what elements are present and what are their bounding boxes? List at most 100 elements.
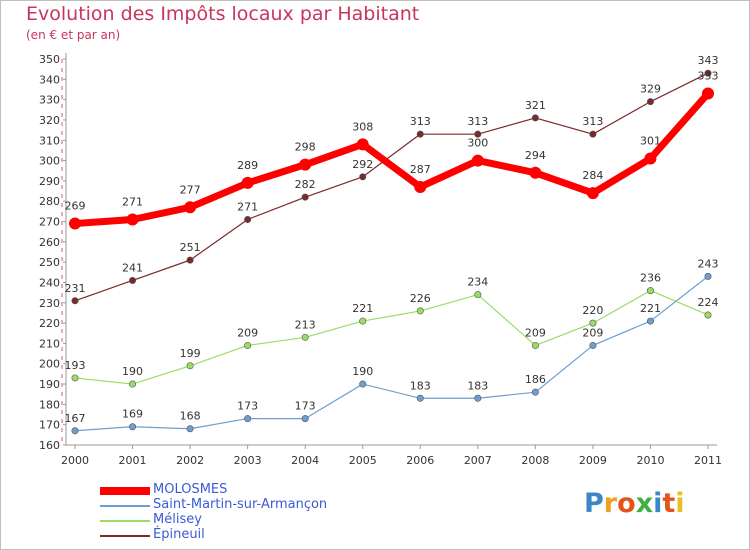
series-point-2: [416, 307, 424, 315]
series-point-2: [71, 374, 79, 382]
legend-swatch-epineuil: [100, 535, 150, 537]
x-tick-label: 2003: [234, 454, 262, 467]
y-tick-label: 200: [39, 358, 60, 371]
series-point-3: [71, 297, 79, 305]
series-point-2: [244, 341, 252, 349]
series-point-1: [301, 415, 309, 423]
legend-swatch-saint-martin: [100, 505, 150, 507]
y-tick-label: 320: [39, 114, 60, 127]
x-tick-label: 2000: [61, 454, 89, 467]
y-tick-label: 220: [39, 317, 60, 330]
data-label: 169: [122, 408, 143, 421]
data-label: 186: [525, 373, 546, 386]
y-tick-label: 160: [39, 439, 60, 452]
legend-swatch-melisey: [100, 520, 150, 522]
chart-data-labels: 269 271 277 289 298 308 287 300 294 284 301 333 167 1…: [65, 54, 719, 425]
series-point-3: [359, 173, 367, 181]
x-tick-label: 2004: [291, 454, 319, 467]
data-label: 221: [640, 302, 661, 315]
data-label: 251: [180, 241, 201, 254]
y-tick-label: 210: [39, 337, 60, 350]
legend-label-melisey: Mélisey: [153, 512, 202, 527]
series-point-0: [299, 158, 312, 171]
series-line-2: [74, 290, 709, 385]
series-point-0: [702, 87, 714, 100]
y-tick-label: 340: [39, 73, 60, 86]
legend-label-epineuil: Épineuil: [153, 527, 205, 542]
data-label: 284: [582, 169, 603, 182]
series-line-1: [74, 275, 709, 432]
legend-label-saint-martin: Saint-Martin-sur-Armançon: [153, 497, 328, 512]
data-label: 224: [698, 296, 719, 309]
data-label: 173: [295, 400, 316, 413]
data-label: 226: [410, 292, 431, 305]
proxiti-logo: Proxiti: [584, 488, 685, 519]
series-point-1: [186, 425, 194, 433]
x-tick-label: 2005: [349, 454, 377, 467]
series-line-0: [71, 90, 712, 228]
data-label: 289: [237, 159, 258, 172]
data-label: 298: [295, 141, 316, 154]
data-label: 271: [122, 195, 143, 208]
data-label: 308: [352, 120, 373, 133]
x-tick-label: 2011: [694, 454, 722, 467]
data-label: 221: [352, 302, 373, 315]
series-point-3: [244, 215, 252, 223]
series-point-2: [531, 341, 539, 349]
series-point-3: [186, 256, 194, 264]
series-point-1: [359, 380, 367, 388]
data-label: 294: [525, 149, 546, 162]
chart-title: Evolution des Impôts locaux par Habitant: [26, 3, 420, 25]
series-point-3: [704, 69, 712, 77]
data-label: 271: [237, 200, 258, 213]
y-tick-label: 230: [39, 297, 60, 310]
data-label: 292: [352, 158, 373, 171]
data-label: 209: [237, 326, 258, 339]
data-label: 167: [65, 412, 86, 425]
series-point-1: [129, 423, 137, 431]
series-point-0: [184, 201, 197, 214]
data-label: 277: [180, 183, 201, 196]
series-point-2: [589, 319, 597, 327]
x-tick-label: 2001: [119, 454, 147, 467]
series-point-2: [301, 333, 309, 341]
y-tick-label: 240: [39, 276, 60, 289]
series-point-2: [129, 380, 137, 388]
logo-letter: t: [662, 488, 676, 519]
logo-letter: x: [635, 488, 654, 519]
series-point-1: [244, 415, 252, 423]
data-label: 220: [582, 304, 603, 317]
series-point-1: [474, 394, 482, 402]
data-label: 241: [122, 261, 143, 274]
data-label: 234: [467, 276, 488, 289]
chart-axes: 160 170 180 190 200 210 220 230 240 250 260 270 280 2…: [39, 53, 722, 467]
series-point-0: [471, 154, 484, 167]
series-point-0: [586, 187, 599, 200]
series-point-0: [126, 213, 139, 226]
series-point-1: [646, 317, 654, 325]
data-label: 269: [65, 200, 86, 213]
data-label: 193: [65, 359, 86, 372]
y-tick-label: 310: [39, 134, 60, 147]
series-point-2: [359, 317, 367, 325]
series-point-2: [646, 287, 654, 295]
data-label: 213: [295, 318, 316, 331]
series-point-3: [416, 130, 424, 138]
series-line-3: [74, 72, 709, 302]
chart-lines: [69, 69, 714, 435]
series-point-3: [531, 114, 539, 122]
data-label: 301: [640, 135, 661, 148]
legend-swatch-molosmes: [100, 487, 150, 495]
series-point-0: [414, 180, 427, 193]
series-point-3: [129, 276, 137, 284]
y-tick-label: 350: [39, 53, 60, 66]
series-point-0: [356, 138, 369, 151]
data-label: 209: [582, 326, 603, 339]
y-tick-label: 260: [39, 236, 60, 249]
logo-letter: P: [584, 488, 604, 519]
data-label: 343: [698, 54, 719, 67]
series-point-1: [531, 388, 539, 396]
data-label: 209: [525, 326, 546, 339]
